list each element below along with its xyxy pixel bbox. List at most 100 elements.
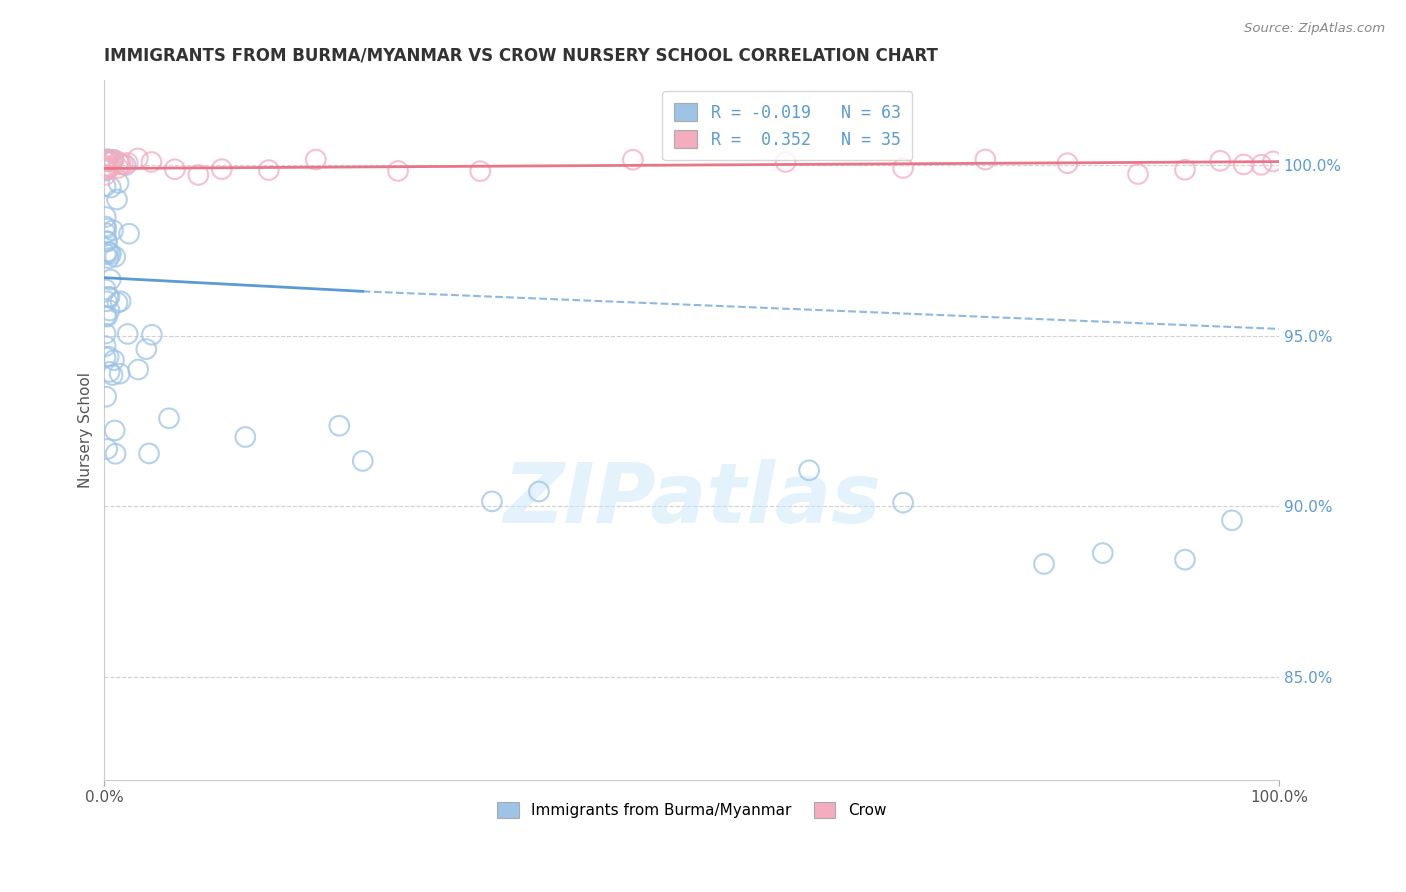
Point <box>352 454 374 468</box>
Point <box>1056 156 1078 170</box>
Point <box>94 210 117 224</box>
Point <box>105 193 128 207</box>
Point <box>94 247 117 261</box>
Point <box>107 161 129 175</box>
Point <box>107 176 129 190</box>
Point <box>97 251 120 265</box>
Point <box>100 247 122 261</box>
Point <box>94 153 117 167</box>
Point <box>94 282 117 296</box>
Point <box>138 446 160 460</box>
Point <box>104 250 127 264</box>
Point <box>104 424 127 438</box>
Point <box>104 447 127 461</box>
Point <box>103 153 125 167</box>
Point <box>101 223 124 237</box>
Point <box>94 326 117 341</box>
Point <box>481 494 503 508</box>
Point <box>114 158 136 172</box>
Point <box>100 153 122 168</box>
Point <box>103 153 125 167</box>
Point <box>94 168 117 182</box>
Point <box>94 154 117 169</box>
Point <box>96 390 118 404</box>
Point <box>98 303 121 318</box>
Point <box>108 367 131 381</box>
Point <box>797 463 820 477</box>
Text: IMMIGRANTS FROM BURMA/MYANMAR VS CROW NURSERY SCHOOL CORRELATION CHART: IMMIGRANTS FROM BURMA/MYANMAR VS CROW NU… <box>104 46 938 64</box>
Point <box>127 152 149 166</box>
Point <box>110 294 132 309</box>
Point <box>98 365 121 379</box>
Point <box>94 159 117 173</box>
Point <box>103 353 125 368</box>
Point <box>98 245 121 260</box>
Y-axis label: Nursery School: Nursery School <box>79 372 93 488</box>
Point <box>96 161 118 176</box>
Point <box>891 495 914 509</box>
Point <box>117 156 139 170</box>
Point <box>1261 154 1284 169</box>
Point <box>94 339 117 353</box>
Point <box>100 154 122 169</box>
Point <box>1126 167 1149 181</box>
Point <box>112 157 135 171</box>
Point <box>157 411 180 425</box>
Point <box>621 153 644 167</box>
Text: Source: ZipAtlas.com: Source: ZipAtlas.com <box>1244 22 1385 36</box>
Point <box>305 153 328 167</box>
Point <box>1033 557 1056 571</box>
Point <box>98 290 121 304</box>
Point <box>775 155 797 169</box>
Point <box>101 368 124 382</box>
Point <box>96 310 118 324</box>
Point <box>96 162 118 177</box>
Point <box>97 290 120 304</box>
Point <box>94 351 117 365</box>
Legend: Immigrants from Burma/Myanmar, Crow: Immigrants from Burma/Myanmar, Crow <box>491 796 893 824</box>
Point <box>233 430 256 444</box>
Point <box>94 161 117 176</box>
Text: ZIPatlas: ZIPatlas <box>503 459 880 541</box>
Point <box>527 484 550 499</box>
Point <box>141 327 163 342</box>
Point <box>94 221 117 235</box>
Point <box>257 163 280 178</box>
Point <box>1174 552 1197 566</box>
Point <box>100 160 122 174</box>
Point <box>974 153 997 167</box>
Point <box>94 153 117 168</box>
Point <box>94 219 117 234</box>
Point <box>891 161 914 175</box>
Point <box>97 152 120 166</box>
Point <box>163 162 186 177</box>
Point <box>117 326 139 341</box>
Point <box>100 180 122 194</box>
Point <box>1233 157 1256 171</box>
Point <box>1220 513 1243 527</box>
Point <box>141 155 163 169</box>
Point <box>96 235 118 249</box>
Point <box>97 244 120 259</box>
Point <box>94 179 117 194</box>
Point <box>107 295 129 310</box>
Point <box>127 362 149 376</box>
Point <box>387 164 409 178</box>
Point <box>1091 546 1114 560</box>
Point <box>96 234 118 248</box>
Point <box>135 342 157 356</box>
Point <box>118 227 141 241</box>
Point <box>211 162 233 177</box>
Point <box>94 309 117 323</box>
Point <box>96 294 118 309</box>
Point <box>94 163 117 178</box>
Point <box>1174 162 1197 177</box>
Point <box>187 168 209 182</box>
Point <box>328 418 350 433</box>
Point <box>100 272 122 286</box>
Point <box>107 155 129 169</box>
Point <box>1250 158 1272 172</box>
Point <box>470 164 492 178</box>
Point <box>110 157 132 171</box>
Point <box>97 350 120 364</box>
